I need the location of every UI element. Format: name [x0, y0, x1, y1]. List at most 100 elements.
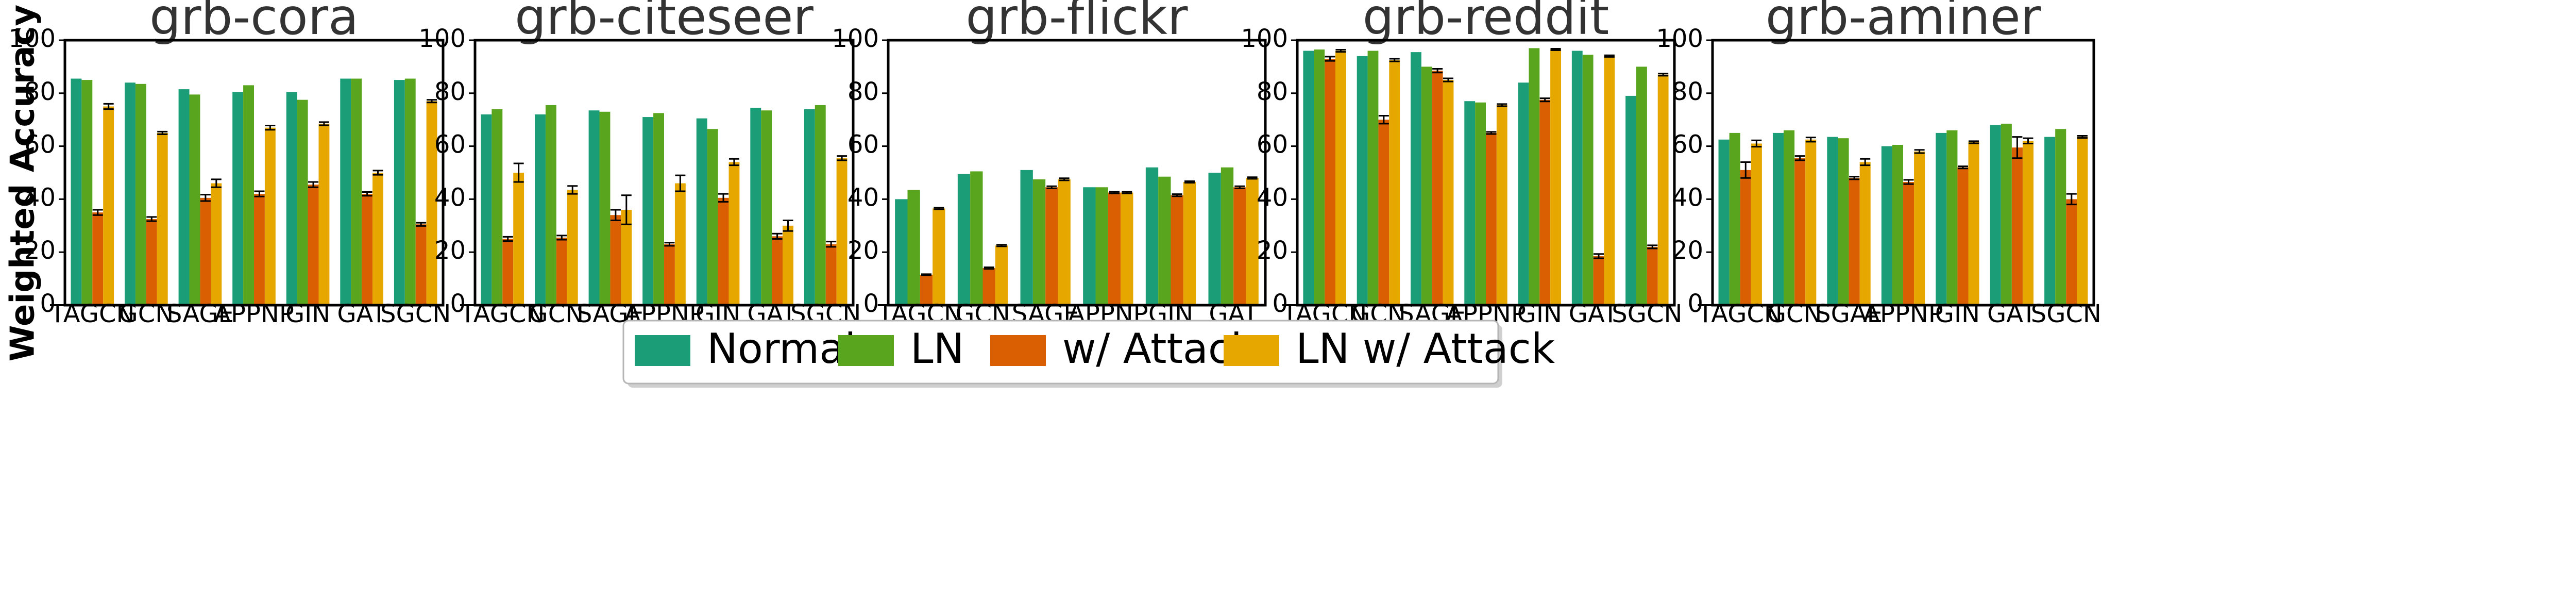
bar-ln-w-attack	[836, 158, 848, 305]
error-bar	[1378, 114, 1389, 125]
error-bar	[362, 191, 372, 197]
error-bar	[1539, 97, 1550, 103]
legend-swatch	[1224, 335, 1279, 366]
bar-normal	[895, 199, 908, 305]
bar-normal	[588, 110, 600, 305]
y-tick-label: 80	[1257, 77, 1288, 106]
chart-title: grb-cora	[149, 0, 359, 46]
bar-ln-w-attack	[1121, 192, 1133, 305]
bar-w-attack	[1432, 71, 1443, 306]
x-tick-label: GAT	[1569, 299, 1618, 328]
error-bar	[1046, 185, 1057, 189]
error-bar	[146, 216, 157, 222]
bar-normal	[1827, 137, 1838, 305]
y-tick-label: 80	[848, 77, 879, 106]
y-tick-label: 60	[24, 130, 56, 159]
error-bar	[211, 178, 222, 188]
x-tick-label: GAT	[337, 299, 386, 328]
error-bar	[772, 232, 783, 240]
plot-frame	[887, 39, 1267, 307]
y-tick-label: 0	[1272, 289, 1288, 318]
x-tick-label: SGCN	[380, 299, 451, 328]
bar-ln-w-attack	[157, 132, 168, 305]
bar-w-attack	[146, 219, 157, 305]
error-bar	[610, 209, 621, 222]
plot-frame	[63, 39, 445, 307]
y-axis-label: Weighted Accuracy	[4, 5, 42, 362]
error-bar	[2012, 136, 2023, 159]
bar-normal	[286, 92, 297, 306]
bar-w-attack	[92, 212, 104, 305]
bar-normal	[1990, 125, 2001, 306]
bar-w-attack	[664, 244, 675, 305]
bar-w-attack	[1957, 167, 1969, 305]
y-tick-label: 0	[40, 289, 56, 318]
y-tick-label: 20	[1672, 236, 1703, 265]
bar-ln-w-attack	[1751, 143, 1762, 305]
bar-w-attack	[362, 194, 373, 305]
error-bar	[556, 235, 567, 241]
bar-ln-w-attack	[103, 106, 114, 305]
x-tick-label: GIN	[285, 299, 330, 328]
error-bar	[2066, 193, 2077, 206]
bar-normal	[178, 89, 190, 305]
bar-w-attack	[982, 268, 995, 305]
bar-ln	[1784, 130, 1795, 305]
bar-ln	[1421, 66, 1432, 305]
error-bar	[1957, 165, 1968, 170]
x-tick-label: SGCN	[2031, 299, 2102, 328]
error-bar	[1172, 193, 1182, 197]
error-bar	[502, 236, 513, 242]
error-bar	[1658, 73, 1669, 77]
bar-ln-w-attack	[674, 183, 686, 305]
error-bar	[728, 158, 739, 167]
error-bar	[675, 174, 686, 192]
y-tick-label: 20	[1257, 236, 1288, 265]
bar-ln-w-attack	[211, 183, 222, 305]
y-tick-label: 40	[1672, 183, 1703, 212]
error-bar	[1432, 68, 1443, 74]
bar-w-attack	[1539, 99, 1551, 305]
bar-ln-w-attack	[1058, 179, 1071, 305]
error-bar	[567, 185, 578, 195]
error-bar	[2023, 137, 2033, 144]
legend-swatch	[990, 335, 1046, 366]
y-tick-label: 40	[24, 183, 56, 212]
error-bar	[1234, 185, 1245, 189]
bar-normal	[481, 114, 492, 306]
y-tick-label: 40	[1257, 183, 1288, 212]
legend-swatch	[838, 335, 894, 366]
bar-ln	[1032, 179, 1046, 305]
y-tick-label: 100	[832, 24, 879, 53]
bar-ln-w-attack	[426, 101, 437, 305]
bar-normal	[1718, 139, 1730, 305]
bar-w-attack	[502, 239, 514, 305]
bar-w-attack	[718, 197, 729, 305]
chart-title: grb-citeseer	[515, 0, 814, 46]
y-tick-label: 100	[8, 24, 56, 53]
chart-title: grb-reddit	[1363, 0, 1609, 46]
bar-w-attack	[772, 236, 783, 305]
bar-ln-w-attack	[1657, 74, 1669, 305]
error-bar	[254, 190, 265, 197]
y-tick-label: 20	[24, 236, 56, 265]
bar-ln	[243, 85, 254, 305]
bar-ln-w-attack	[995, 245, 1008, 305]
error-bar	[1794, 155, 1805, 161]
error-bar	[416, 222, 427, 227]
bar-ln-w-attack	[1496, 105, 1507, 305]
y-tick-label: 100	[1656, 24, 1703, 53]
bar-w-attack	[825, 244, 837, 305]
bar-ln	[189, 94, 200, 305]
bar-normal	[696, 118, 707, 305]
error-bar	[984, 266, 994, 270]
bar-ln	[1314, 49, 1325, 306]
bar-ln	[404, 78, 416, 305]
bar-ln-w-attack	[783, 225, 793, 305]
chart-panel-4: grb-aminer020406080100TAGCNGCNSGAEAPPNPG…	[1656, 0, 2101, 328]
error-bar	[1109, 191, 1120, 194]
error-bar	[1247, 176, 1258, 180]
bar-ln-w-attack	[1335, 51, 1346, 305]
bar-ln	[970, 171, 983, 305]
bar-ln-w-attack	[1968, 142, 1979, 305]
